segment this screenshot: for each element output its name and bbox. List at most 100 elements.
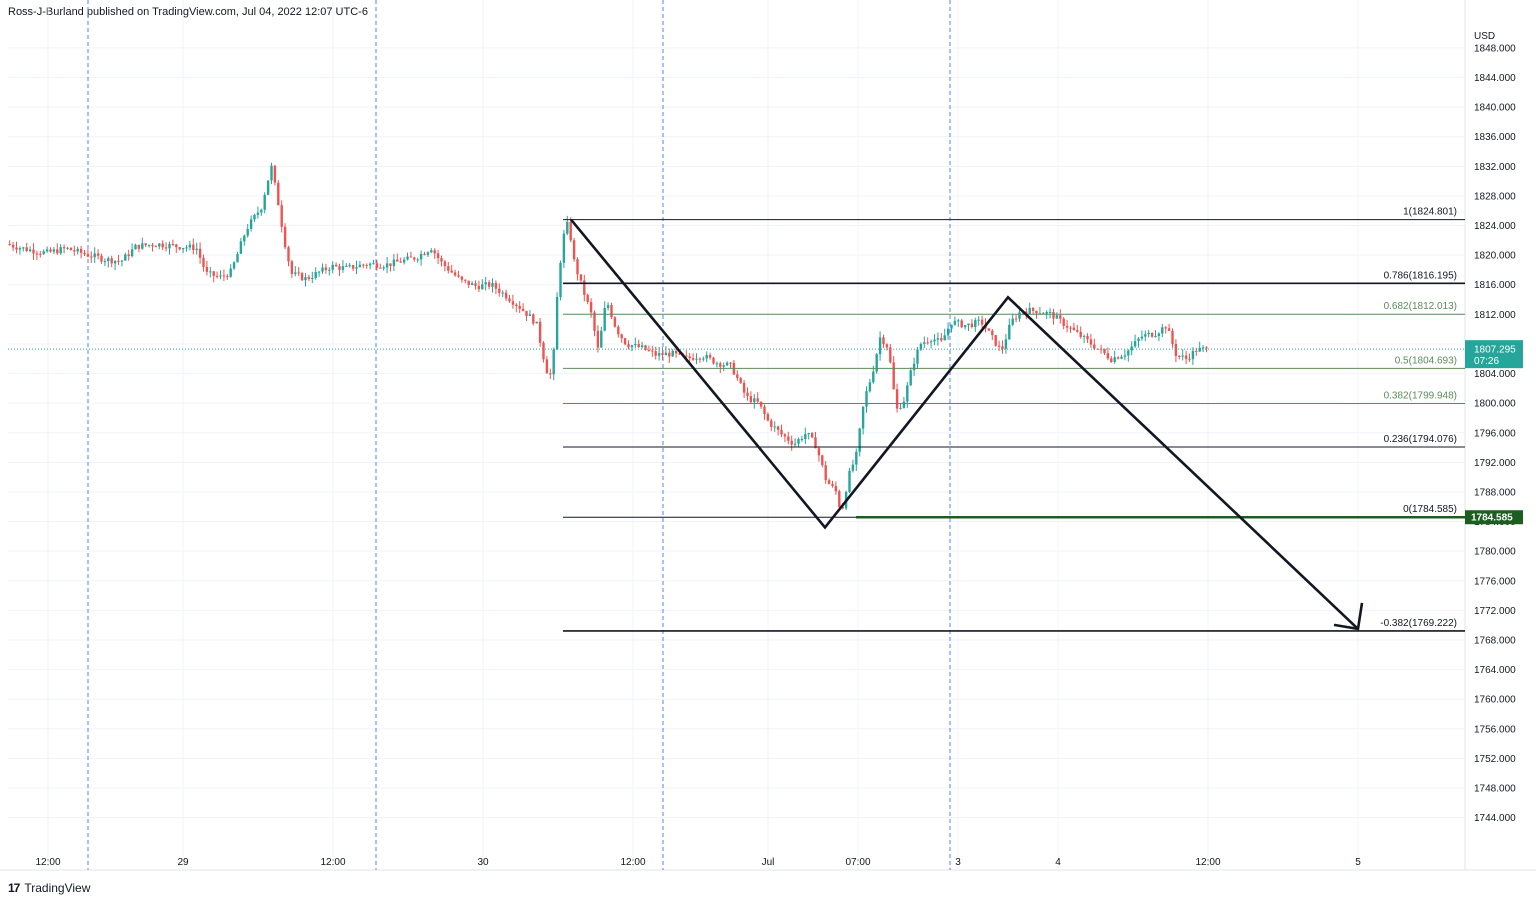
candle-body xyxy=(596,330,600,348)
candle-body xyxy=(940,338,943,341)
candle-body xyxy=(86,254,90,257)
fib-label-0: 0(1784.585) xyxy=(1403,504,1457,515)
candle-body xyxy=(970,323,974,328)
candle-body xyxy=(1004,339,1008,349)
candle-body xyxy=(967,323,970,326)
candle-body xyxy=(855,451,858,465)
candle-body xyxy=(178,247,181,250)
candle-body xyxy=(18,248,22,250)
candle-body xyxy=(491,282,494,287)
candle-body xyxy=(168,243,171,249)
candle-body xyxy=(838,491,841,508)
candle-body xyxy=(188,244,192,248)
candle-body xyxy=(950,324,953,329)
y-tick-label: 1816.000 xyxy=(1474,280,1516,291)
candle-body xyxy=(824,465,827,481)
tradingview-logo[interactable]: 17 TradingView xyxy=(8,881,90,895)
y-tick-label: 1780.000 xyxy=(1474,547,1516,558)
candle-body xyxy=(11,244,15,248)
candle-body xyxy=(113,260,117,264)
x-tick-label: 5 xyxy=(1355,857,1361,868)
candle-body xyxy=(1191,350,1195,360)
candle-body xyxy=(1011,318,1014,325)
y-tick-label: 1764.000 xyxy=(1474,665,1516,676)
candle-body xyxy=(674,350,678,354)
candle-body xyxy=(28,249,32,252)
candle-body xyxy=(256,212,260,215)
candle-body xyxy=(865,391,868,407)
candle-body xyxy=(107,258,110,262)
candle-body xyxy=(763,406,766,415)
candle-body xyxy=(117,260,120,262)
candle-body xyxy=(96,253,100,256)
candle-body xyxy=(722,365,725,367)
candle-body xyxy=(481,284,484,290)
x-tick-label: 12:00 xyxy=(1195,857,1220,868)
low-price-value: 1784.585 xyxy=(1471,513,1513,524)
candle-body xyxy=(249,219,253,229)
candle-body xyxy=(946,328,950,336)
x-tick-label: 29 xyxy=(177,857,189,868)
candle-body xyxy=(52,249,56,252)
candle-body xyxy=(705,355,708,359)
candle-body xyxy=(430,250,433,253)
candle-body xyxy=(175,244,178,248)
candle-body xyxy=(205,266,209,272)
candle-body xyxy=(158,243,161,247)
candle-body xyxy=(1130,346,1133,351)
last-price-value: 1807.295 xyxy=(1474,345,1516,356)
candle-body xyxy=(212,271,215,276)
candle-body xyxy=(144,243,147,246)
candle-body xyxy=(1014,318,1018,320)
candle-body xyxy=(657,353,661,356)
candle-body xyxy=(1113,357,1116,362)
candle-body xyxy=(181,248,185,250)
candle-body xyxy=(1093,344,1096,349)
candle-body xyxy=(32,249,35,254)
candle-body xyxy=(334,264,338,267)
candle-body xyxy=(637,343,640,347)
y-tick-label: 1788.000 xyxy=(1474,487,1516,498)
y-tick-label: 1748.000 xyxy=(1474,784,1516,795)
candle-body xyxy=(790,440,793,445)
candle-body xyxy=(185,247,188,249)
candle-body xyxy=(1025,311,1028,314)
candle-body xyxy=(402,259,406,263)
candle-body xyxy=(294,272,297,274)
candle-body xyxy=(719,363,722,367)
candle-body xyxy=(409,256,413,258)
candle-body xyxy=(651,350,654,352)
candle-body xyxy=(1161,327,1164,334)
candle-body xyxy=(277,182,280,206)
candle-body xyxy=(919,343,923,350)
candle-body xyxy=(810,433,814,438)
candle-body xyxy=(151,244,154,247)
x-tick-label: 12:00 xyxy=(35,857,60,868)
candle-body xyxy=(372,263,375,265)
candle-body xyxy=(994,335,997,346)
candle-body xyxy=(875,354,878,372)
candle-body xyxy=(280,205,283,227)
candle-body xyxy=(1045,312,1048,314)
candle-body xyxy=(1069,327,1072,329)
candle-body xyxy=(314,272,317,278)
candle-body xyxy=(49,249,52,252)
candle-body xyxy=(664,352,668,356)
candle-body xyxy=(1110,358,1113,362)
candle-body xyxy=(1144,334,1147,337)
candle-body xyxy=(552,349,555,375)
candle-body xyxy=(848,470,851,492)
candle-body xyxy=(1171,330,1174,344)
candle-body xyxy=(1184,355,1188,359)
candle-body xyxy=(351,265,355,269)
candle-body xyxy=(766,414,770,421)
candle-body xyxy=(742,382,746,393)
candle-body xyxy=(566,221,569,234)
candle-body xyxy=(817,448,821,456)
candle-body xyxy=(1001,346,1004,349)
candle-body xyxy=(62,247,66,249)
candle-body xyxy=(1174,343,1178,356)
candle-body xyxy=(229,268,232,277)
candle-body xyxy=(1079,331,1082,337)
